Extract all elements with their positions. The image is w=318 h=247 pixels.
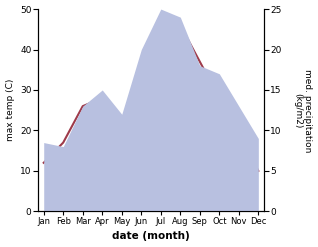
Y-axis label: med. precipitation
(kg/m2): med. precipitation (kg/m2)	[293, 68, 313, 152]
Y-axis label: max temp (C): max temp (C)	[5, 79, 15, 141]
X-axis label: date (month): date (month)	[112, 231, 190, 242]
